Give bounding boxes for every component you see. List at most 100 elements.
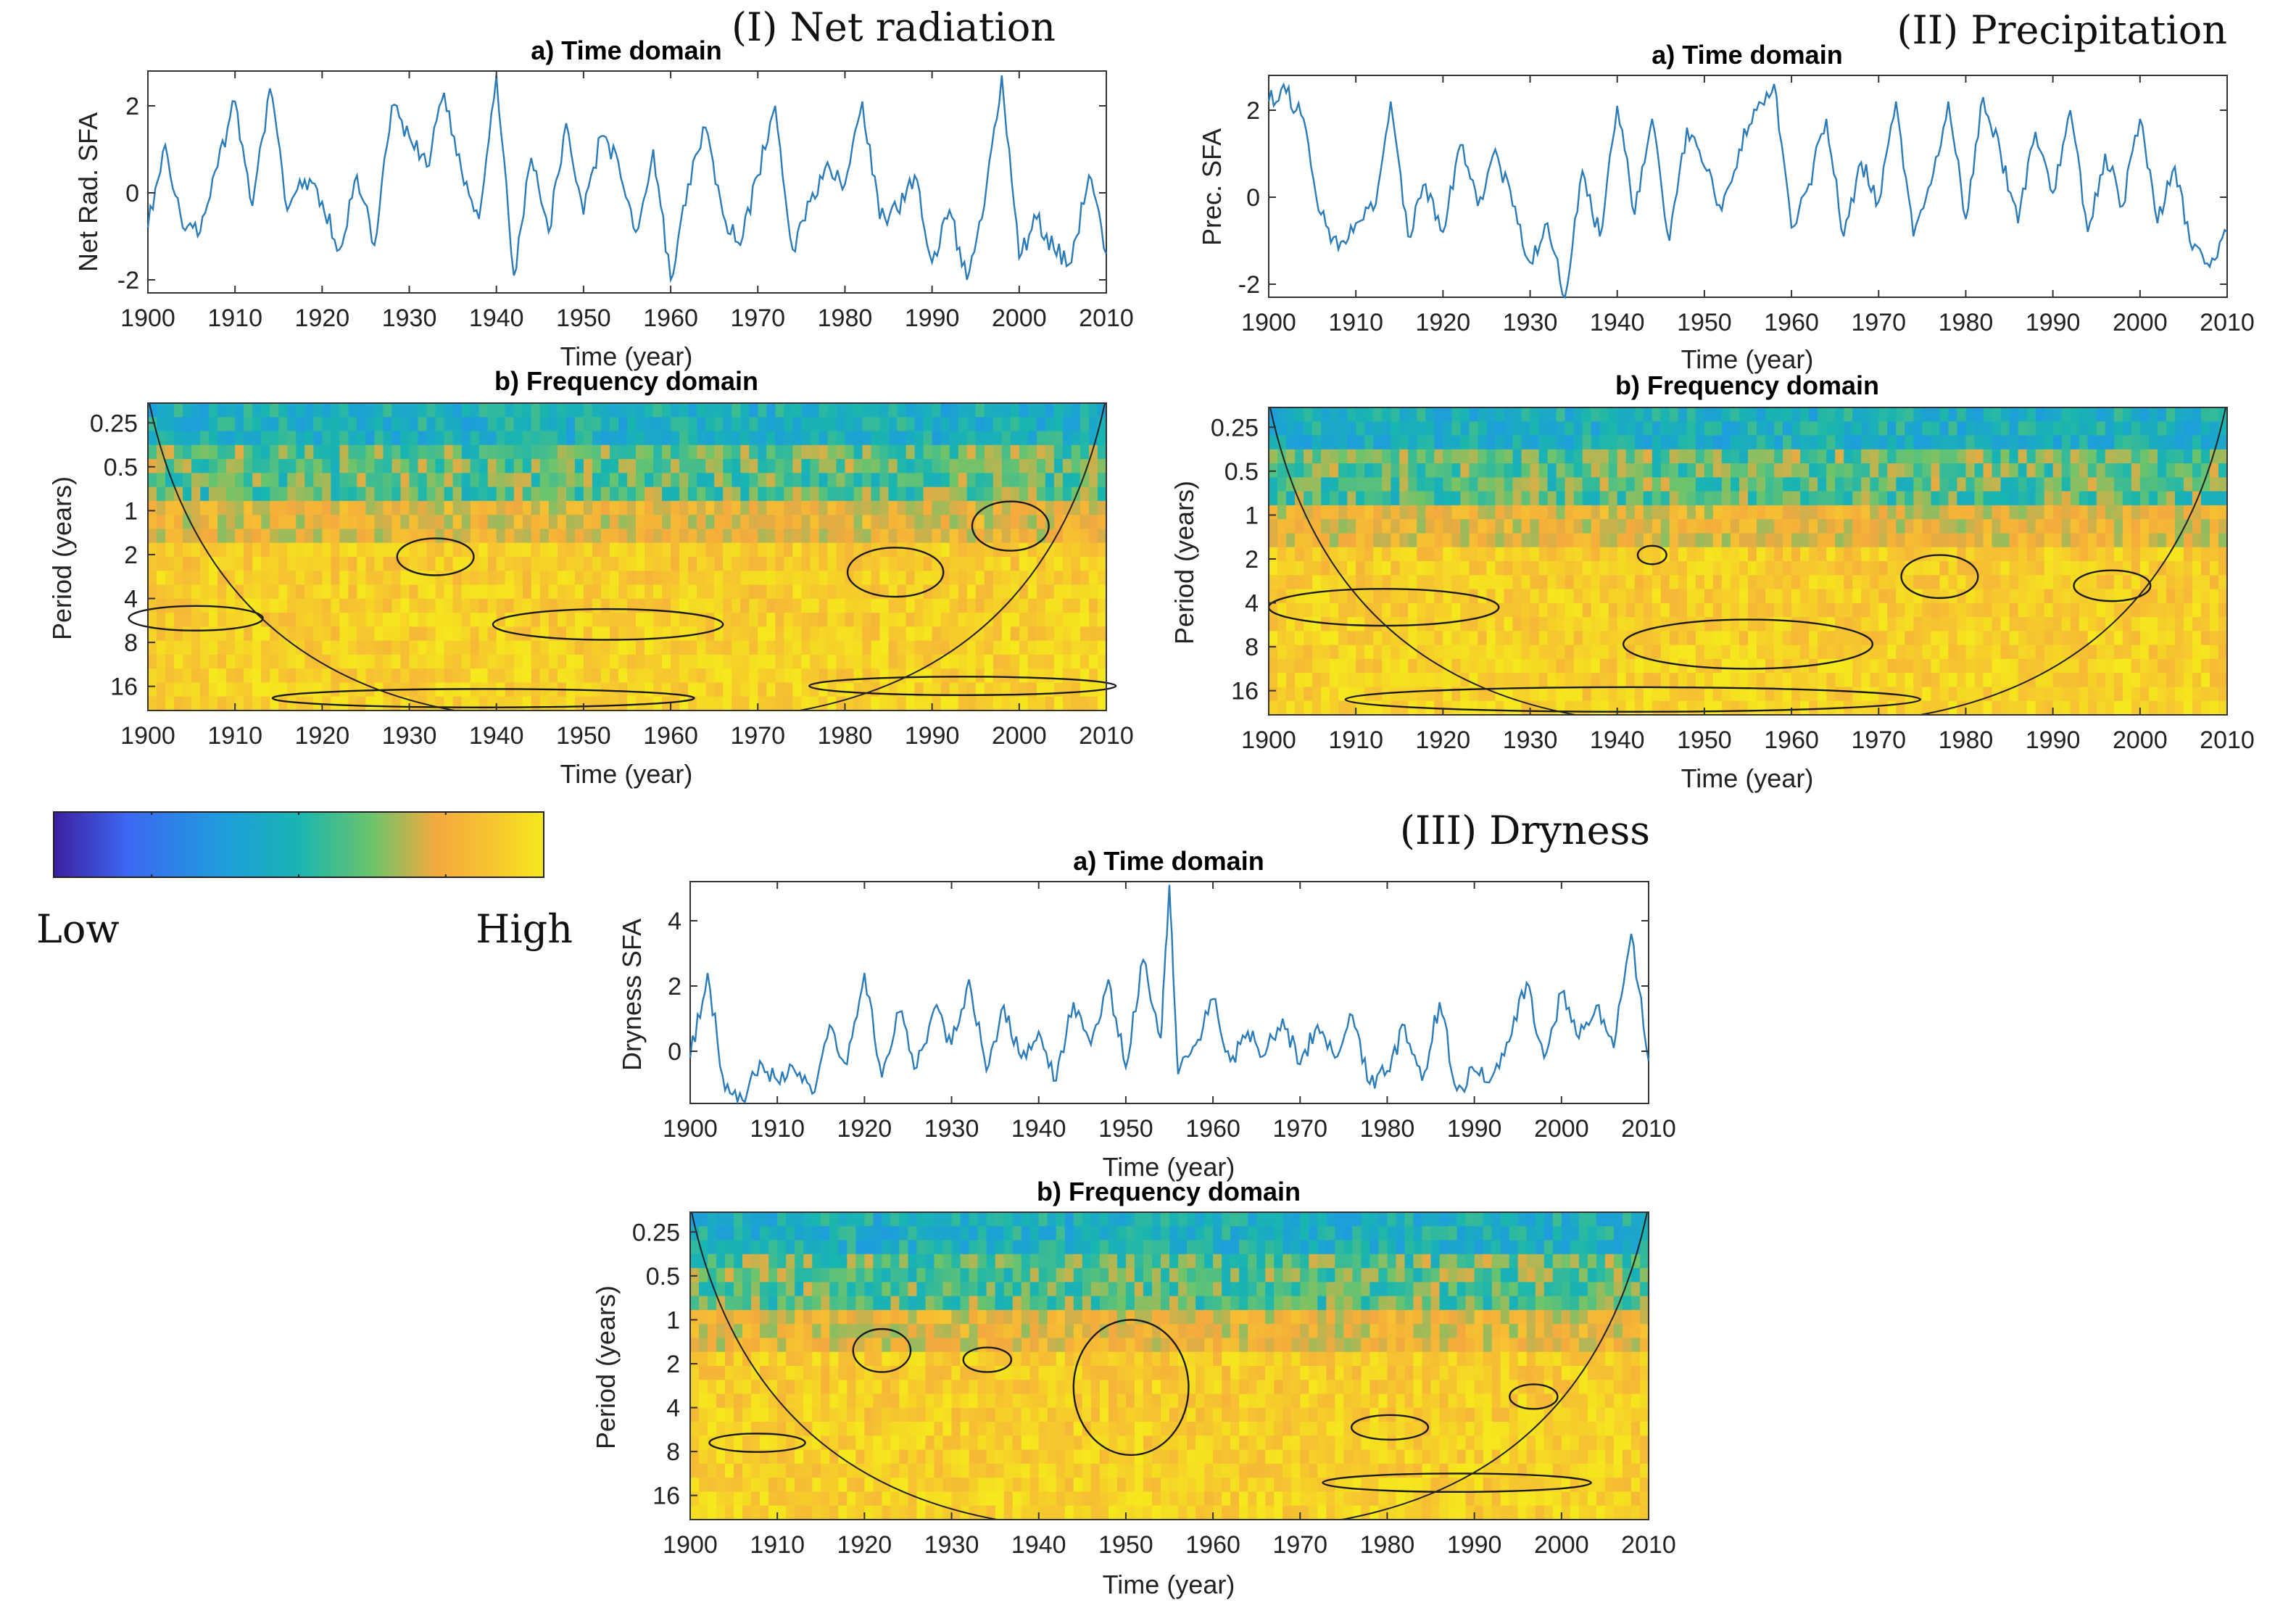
heatmap-cell [1608,477,1618,492]
heatmap-cell [758,529,768,544]
heatmap-cell [949,529,959,544]
heatmap-cell [723,613,732,628]
heatmap-cell [1695,547,1705,562]
heatmap-cell [1062,626,1072,642]
heatmap-cell [583,668,593,684]
heatmap-cell [714,654,724,669]
heatmap-cell [487,500,497,515]
heatmap-cell [610,668,619,684]
x-tick-label: 1970 [1851,309,1906,336]
heatmap-cell [940,459,950,474]
heatmap-cell [1347,421,1356,436]
heatmap-cell [357,696,367,711]
heatmap-cell [2035,658,2045,674]
heatmap-cell [1010,598,1020,613]
heatmap-cell [740,613,750,628]
heatmap-cell [827,417,837,432]
heatmap-cell [949,696,959,711]
heatmap-cell [1905,700,1915,716]
heatmap-cell [1098,668,1107,684]
heatmap-cell [1870,477,1880,492]
heatmap-cell [1634,491,1644,506]
heatmap-cell [365,529,376,544]
heatmap-cell [819,598,829,613]
heatmap-cell [1625,477,1636,492]
heatmap-cell [1634,673,1644,688]
heatmap-cell [1312,491,1322,506]
heatmap-cell [2131,673,2141,688]
heatmap-cell [261,473,270,488]
heatmap-cell [1625,449,1636,464]
heatmap-cell [1957,519,1967,534]
heatmap-cell [1582,491,1592,506]
heatmap-cell [801,626,811,642]
heatmap-cell [1634,505,1644,520]
heatmap-cell [522,584,532,600]
heatmap-cell [645,529,654,544]
heatmap-cell [697,431,706,446]
heatmap-cell [610,459,619,474]
heatmap-cell [697,500,706,515]
heatmap-cell [1599,547,1609,562]
heatmap-cell [1295,449,1304,464]
heatmap-cell [688,571,697,586]
heatmap-cell [940,515,950,530]
heatmap-cell [1826,547,1836,562]
heatmap-cell [2079,421,2089,436]
heatmap-cell [1835,575,1844,590]
heatmap-cell [993,571,1003,586]
heatmap-cell [1783,407,1792,423]
heatmap-cell [1922,658,1932,674]
heatmap-cell [853,403,863,418]
heatmap-cell [1826,491,1836,506]
y-tick-label: 0 [1246,184,1260,212]
heatmap-cell [357,500,367,515]
heatmap-cell [1098,640,1107,655]
heatmap-cell [697,459,706,474]
heatmap-cell [949,626,959,642]
heatmap-cell [1478,407,1488,423]
heatmap-cell [513,696,523,711]
heatmap-cell [1660,505,1670,520]
heatmap-cell [792,626,803,642]
heatmap-cell [1080,654,1090,669]
heatmap-cell [975,542,985,558]
heatmap-cell [287,417,297,432]
heatmap-cell [1669,673,1679,688]
heatmap-cell [2210,519,2219,534]
heatmap-cell [1870,589,1880,604]
heatmap-cell [758,500,768,515]
heatmap-cell [235,417,244,432]
heatmap-cell [1391,449,1401,464]
heatmap-cell [505,529,515,544]
heatmap-cell [200,529,210,544]
heatmap-cell [975,431,985,446]
heatmap-cell [513,403,523,418]
heatmap-cell [1338,700,1348,716]
heatmap-cell [2009,673,2019,688]
heatmap-cell [1295,575,1304,590]
heatmap-cell [1974,700,1984,716]
heatmap-cell [879,473,890,488]
heatmap-cell [339,584,349,600]
heatmap-cell [252,417,262,432]
heatmap-cell [1504,407,1514,423]
heatmap-cell [348,486,358,502]
heatmap-cell [627,668,637,684]
heatmap-cell [2018,658,2028,674]
heatmap-cell [1965,407,1976,423]
heatmap-cell [191,542,201,558]
heatmap-cell [1643,505,1653,520]
heatmap-cell [862,459,872,474]
heatmap-cell [313,515,323,530]
heatmap-cell [1800,533,1810,548]
heatmap-cell [2139,533,2150,548]
heatmap-cell [1364,477,1374,492]
heatmap-cell [1818,407,1827,423]
heatmap-cell [470,571,480,586]
heatmap-cell [2218,631,2228,646]
heatmap-cell [1062,431,1072,446]
heatmap-cell [897,598,907,613]
heatmap-cell [758,444,768,460]
heatmap-cell [217,500,227,515]
